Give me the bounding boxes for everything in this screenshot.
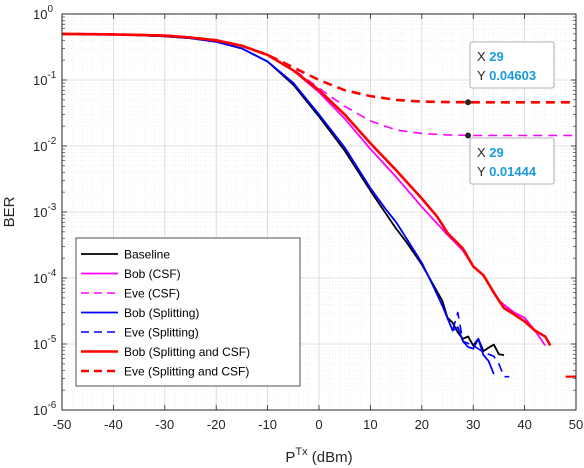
axis-ticks — [61, 13, 577, 411]
legend-label-eve-csf: Eve (CSF) — [124, 287, 180, 301]
datatip-y-value: 0.04603 — [489, 68, 536, 83]
x-axis-label-unit: (dBm) — [308, 449, 353, 466]
x-tick-label: 10 — [363, 417, 377, 432]
y-tick-label: 100 — [33, 4, 53, 22]
datatip-x-value: 29 — [489, 145, 503, 160]
x-tick-label: 50 — [569, 417, 583, 432]
x-tick-label: 30 — [466, 417, 480, 432]
x-axis-label-main: P — [285, 449, 295, 466]
x-axis-label-sup: Tx — [295, 446, 308, 458]
x-tick-label: -30 — [155, 417, 174, 432]
legend-label-bob-splitting: Bob (Splitting) — [124, 306, 199, 320]
legend-label-eve-splitting-and-csf: Eve (Splitting and CSF) — [124, 365, 249, 379]
series-line-eve-splitting — [62, 33, 510, 378]
x-tick-label: -40 — [104, 417, 123, 432]
datatip-marker — [465, 99, 472, 106]
datatip[interactable]: X 29 Y 0.01444 — [465, 132, 555, 185]
y-tick-label: 10-2 — [33, 136, 57, 154]
datatip-x-value: 29 — [489, 49, 503, 64]
datatip-x-label: X 29 — [477, 145, 504, 160]
datatip-y-value: 0.01444 — [489, 164, 537, 179]
legend-label-baseline: Baseline — [124, 248, 170, 262]
datatip-x-label: X 29 — [477, 49, 504, 64]
legend-label-bob-csf: Bob (CSF) — [124, 267, 181, 281]
y-tick-label: 10-6 — [33, 400, 57, 418]
y-axis-label: BER — [1, 196, 18, 227]
legend-label-eve-splitting: Eve (Splitting) — [124, 326, 199, 340]
x-tick-label: 0 — [315, 417, 322, 432]
y-tick-label: 10-5 — [33, 334, 57, 352]
datatips: X 29 Y 0.04603 X 29 Y 0.01444 — [465, 41, 555, 185]
datatip[interactable]: X 29 Y 0.04603 — [465, 41, 555, 106]
x-tick-label: -50 — [53, 417, 72, 432]
y-tick-label: 10-3 — [33, 202, 57, 220]
x-tick-labels: -50 -40 -30 -20 -10 0 10 20 30 40 50 — [53, 417, 584, 432]
x-tick-label: 20 — [415, 417, 429, 432]
datatip-box — [469, 41, 555, 89]
x-tick-label: -10 — [258, 417, 277, 432]
series-layer — [62, 32, 576, 378]
legend: Baseline Bob (CSF) Eve (CSF) Bob (Splitting… — [75, 237, 301, 387]
x-tick-label: 40 — [517, 417, 531, 432]
legend-label-bob-splitting-and-csf: Bob (Splitting and CSF) — [124, 345, 250, 359]
datatip-y-label: Y 0.04603 — [477, 68, 536, 83]
x-tick-label: -20 — [207, 417, 226, 432]
datatip-marker — [465, 132, 472, 139]
datatip-box — [469, 137, 555, 185]
y-tick-label: 10-4 — [33, 268, 57, 286]
y-tick-labels: 100 10-1 10-2 10-3 10-4 10-5 10-6 — [33, 4, 57, 418]
datatip-y-label: Y 0.01444 — [477, 164, 537, 179]
series-line-eve-splitting-and-csf — [62, 32, 576, 104]
x-axis-label: PTx (dBm) — [285, 446, 352, 466]
y-tick-label: 10-1 — [33, 70, 57, 88]
